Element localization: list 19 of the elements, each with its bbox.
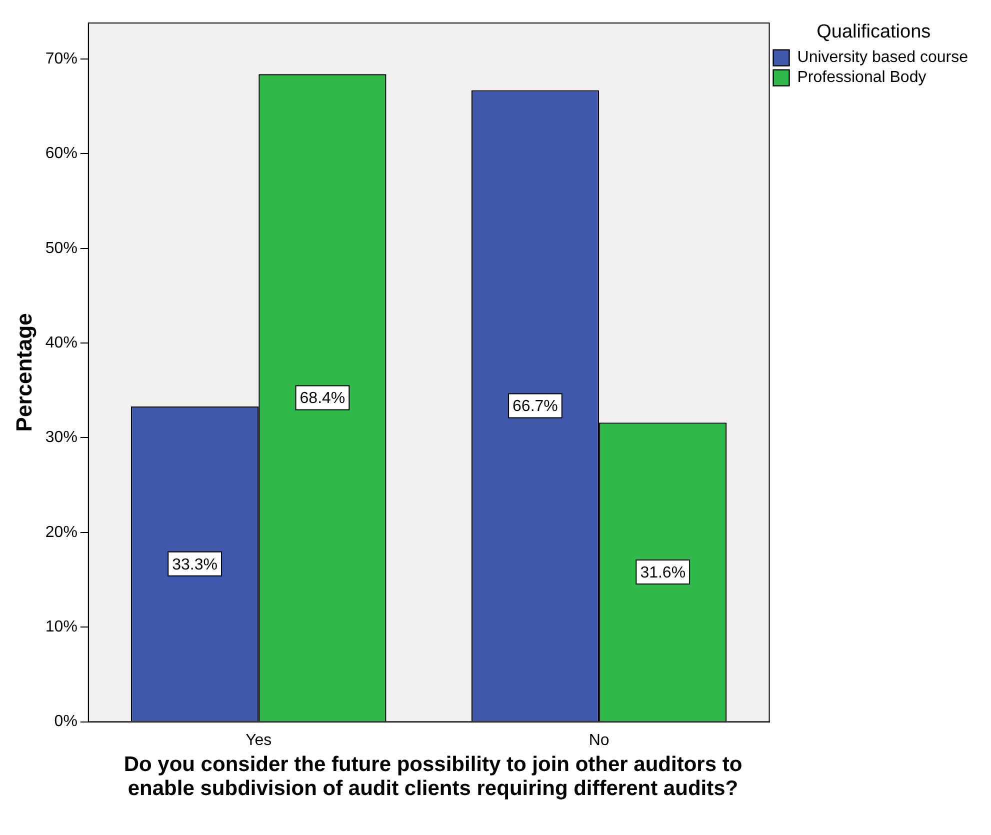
y-tick-label: 20% bbox=[45, 524, 78, 541]
data-label: 31.6% bbox=[640, 564, 686, 582]
x-axis-title: Do you consider the future possibility to join other auditors to enable subdivision of audit clients requiring different audits? bbox=[122, 753, 744, 801]
y-tick-label: 70% bbox=[45, 50, 78, 68]
y-tick-label: 10% bbox=[45, 618, 78, 636]
data-label: 33.3% bbox=[172, 556, 218, 574]
y-tick-label: 30% bbox=[45, 429, 78, 446]
data-label: 66.7% bbox=[512, 398, 558, 416]
legend-title: Qualifications bbox=[816, 22, 931, 43]
x-tick-label: No bbox=[588, 732, 610, 749]
data-label: 68.4% bbox=[300, 390, 346, 408]
y-tick-label: 60% bbox=[45, 145, 78, 162]
y-tick-label: 40% bbox=[45, 334, 78, 352]
legend-label: Professional Body bbox=[797, 69, 926, 86]
legend-label: University based course bbox=[797, 49, 968, 66]
y-tick-label: 0% bbox=[54, 713, 78, 730]
x-tick-label: Yes bbox=[246, 732, 272, 749]
y-axis-title: Percentage bbox=[11, 313, 36, 432]
y-tick-label: 50% bbox=[45, 240, 78, 257]
